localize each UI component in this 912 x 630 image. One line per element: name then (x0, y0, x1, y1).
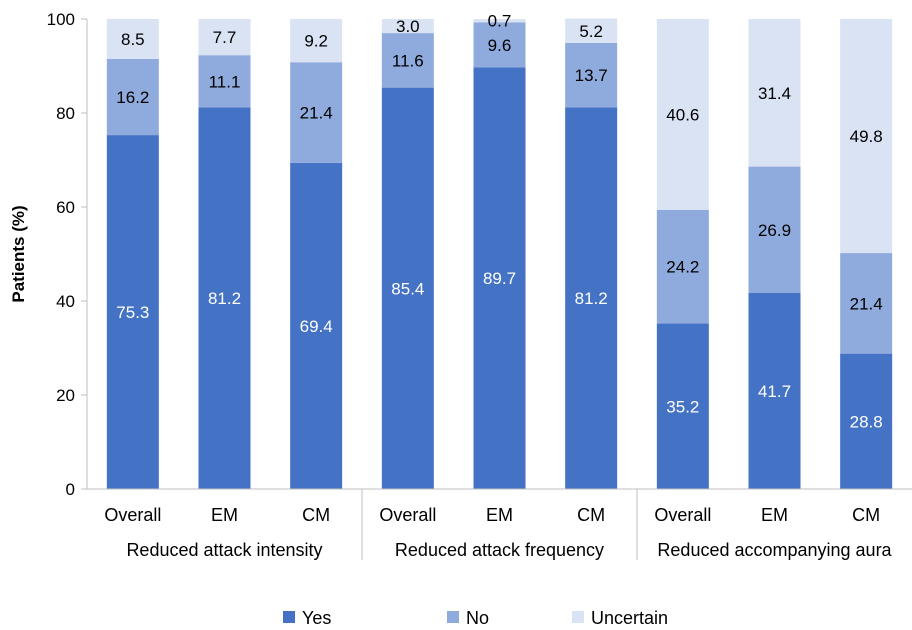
legend-swatch-no (447, 611, 459, 623)
data-label-uncertain: 5.2 (579, 22, 603, 41)
bar-no-segment (656, 209, 709, 324)
x-category-label: CM (577, 505, 605, 525)
bar-yes-segment (381, 87, 434, 490)
y-tick-label: 0 (66, 480, 75, 499)
data-label-yes: 35.2 (666, 397, 699, 416)
group-label: Reduced attack frequency (395, 540, 604, 560)
x-category-label: EM (211, 505, 238, 525)
bar-no-segment (198, 55, 251, 108)
bar-yes-segment (290, 162, 343, 489)
bar-uncertain-segment (656, 19, 709, 210)
legend-label-no: No (466, 608, 489, 628)
bar-no-segment (473, 22, 526, 68)
bar-yes-segment (473, 67, 526, 489)
group-label: Reduced attack intensity (126, 540, 322, 560)
legend-swatch-uncertain (572, 611, 584, 623)
data-label-yes: 81.2 (575, 289, 608, 308)
data-label-no: 21.4 (300, 104, 333, 123)
data-label-no: 13.7 (575, 66, 608, 85)
data-label-uncertain: 7.7 (213, 28, 237, 47)
bar-uncertain-segment (473, 19, 526, 23)
data-label-yes: 81.2 (208, 289, 241, 308)
bar-yes-segment (565, 107, 618, 490)
bar-no-segment (748, 166, 801, 294)
bar-no-segment (290, 62, 343, 163)
legend-swatch-yes (283, 611, 295, 623)
data-label-no: 11.1 (209, 72, 241, 91)
y-tick-label: 60 (56, 198, 75, 217)
data-label-uncertain: 0.7 (488, 12, 512, 31)
data-label-no: 26.9 (758, 221, 791, 240)
x-category-label: Overall (654, 505, 711, 525)
data-label-uncertain: 3.0 (396, 17, 420, 36)
data-label-yes: 85.4 (391, 279, 424, 298)
bar-uncertain-segment (198, 19, 251, 56)
bar-no-segment (565, 42, 618, 108)
x-category-label: EM (761, 505, 788, 525)
bar-no-segment (381, 33, 434, 88)
legend-label-yes: Yes (302, 608, 331, 628)
data-label-uncertain: 31.4 (758, 84, 791, 103)
legend-label-uncertain: Uncertain (591, 608, 668, 628)
bar-yes-segment (198, 107, 251, 490)
x-category-label: Overall (104, 505, 161, 525)
bar-yes-segment (106, 135, 159, 489)
data-label-no: 21.4 (850, 294, 883, 313)
data-label-uncertain: 49.8 (850, 127, 883, 146)
data-label-no: 9.6 (488, 36, 512, 55)
bar-yes-segment (656, 323, 709, 489)
bar-yes-segment (840, 353, 893, 489)
bar-no-segment (840, 253, 893, 354)
data-label-uncertain: 8.5 (121, 30, 145, 49)
bar-no-segment (106, 58, 159, 136)
data-label-no: 24.2 (666, 258, 699, 277)
x-category-label: CM (852, 505, 880, 525)
group-label: Reduced accompanying aura (657, 540, 892, 560)
bar-uncertain-segment (565, 18, 618, 43)
data-label-uncertain: 40.6 (666, 105, 699, 124)
y-tick-label: 80 (56, 104, 75, 123)
data-label-uncertain: 9.2 (304, 32, 328, 51)
data-label-yes: 75.3 (116, 303, 149, 322)
x-category-label: EM (486, 505, 513, 525)
data-label-yes: 28.8 (850, 412, 883, 431)
x-category-label: Overall (379, 505, 436, 525)
bar-yes-segment (748, 293, 801, 489)
data-label-no: 11.6 (392, 51, 424, 70)
data-label-yes: 69.4 (300, 317, 333, 336)
data-label-yes: 89.7 (483, 269, 516, 288)
y-tick-label: 20 (56, 386, 75, 405)
y-axis-label: Patients (%) (9, 205, 28, 302)
x-category-label: CM (302, 505, 330, 525)
bar-uncertain-segment (290, 19, 343, 63)
data-label-yes: 41.7 (758, 382, 791, 401)
y-tick-label: 100 (47, 10, 75, 29)
bar-uncertain-segment (748, 19, 801, 167)
bar-uncertain-segment (381, 19, 434, 34)
y-tick-label: 40 (56, 292, 75, 311)
data-label-no: 16.2 (116, 88, 149, 107)
bar-uncertain-segment (840, 19, 893, 254)
bar-uncertain-segment (106, 19, 159, 59)
